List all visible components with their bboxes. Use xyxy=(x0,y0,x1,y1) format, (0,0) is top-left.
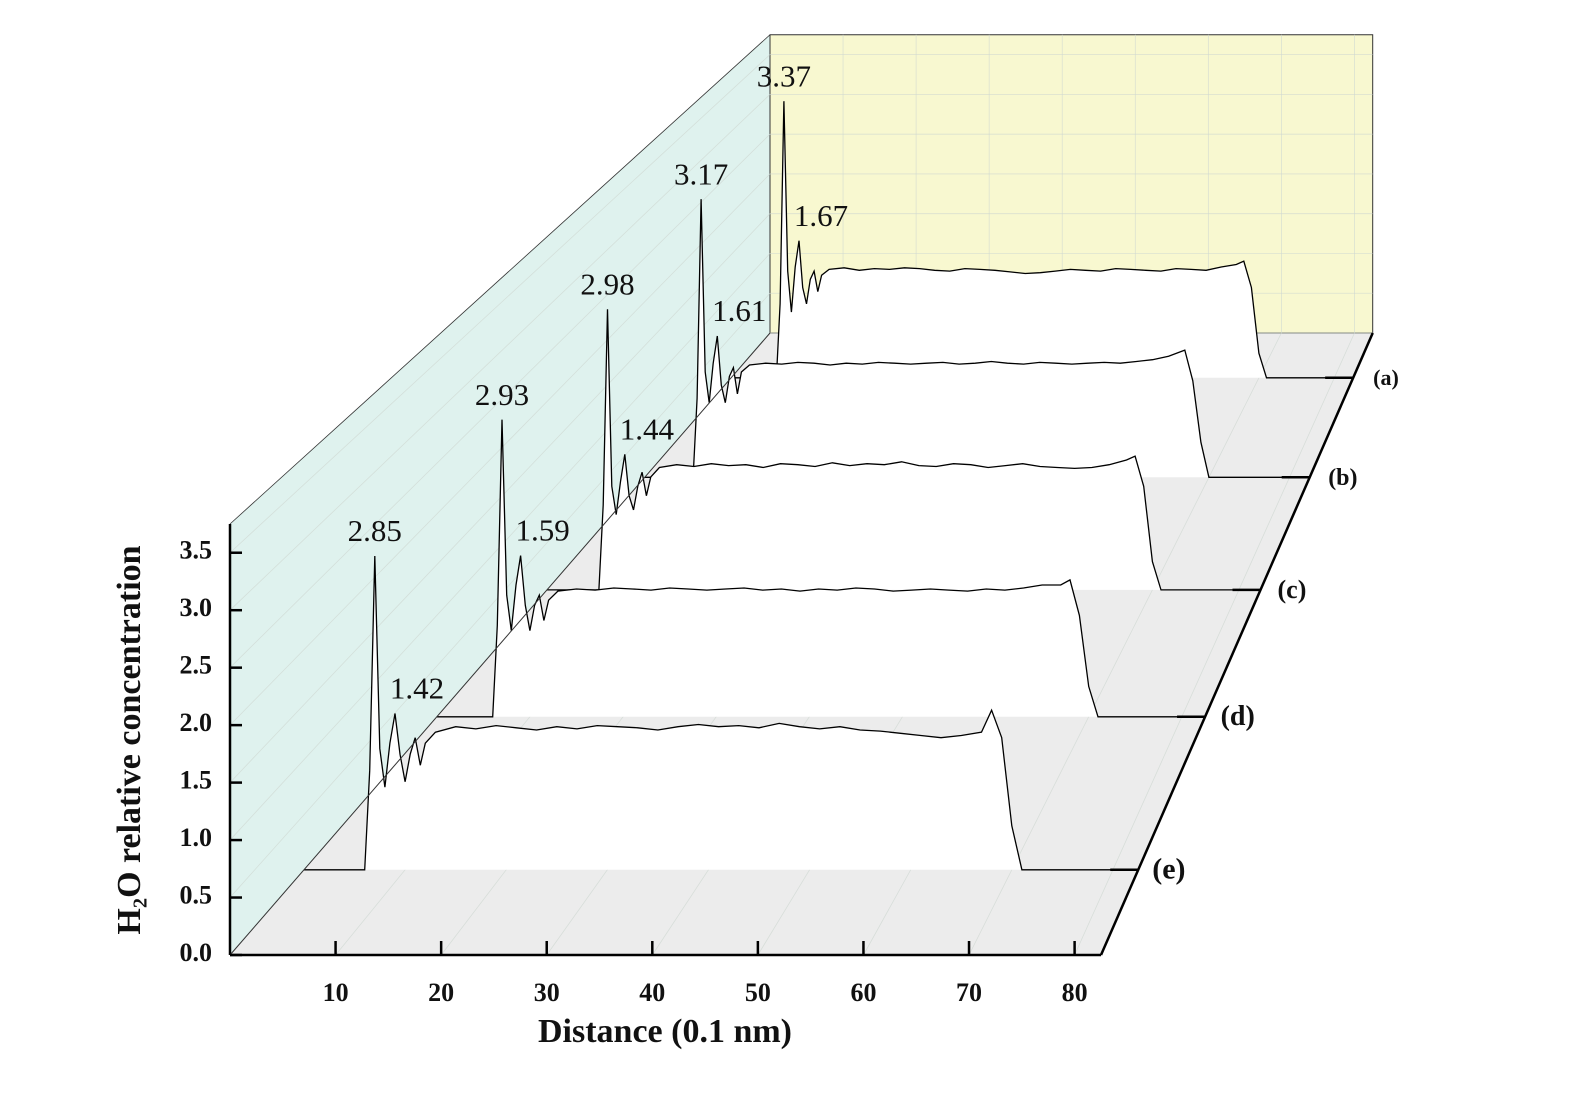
y-tick-label: 1.5 xyxy=(180,766,213,795)
data-label: 1.42 xyxy=(390,671,444,706)
series-fill xyxy=(731,101,1350,378)
x-tick-label: 10 xyxy=(323,978,349,1007)
series-fill xyxy=(304,556,1134,870)
x-tick-label: 50 xyxy=(745,978,771,1007)
series-line xyxy=(304,555,1134,871)
series-label: (e) xyxy=(1152,853,1185,886)
x-tick-label: 40 xyxy=(639,978,665,1007)
grid-line xyxy=(229,173,771,726)
series-line xyxy=(731,101,1350,379)
x-tick-label: 30 xyxy=(534,978,560,1007)
x-tick-label: 60 xyxy=(850,978,876,1007)
y-tick-label: 1.0 xyxy=(180,823,213,852)
grid-line xyxy=(1074,332,1355,956)
series-fill xyxy=(644,199,1306,478)
left-wall-edge xyxy=(229,34,771,525)
y-tick-label: 0.0 xyxy=(180,938,213,967)
y-tick-label: 2.5 xyxy=(180,651,213,680)
x-axis-title: Distance (0.1 nm) xyxy=(538,1013,792,1050)
series-line xyxy=(547,309,1257,591)
floor-left-edge xyxy=(229,332,771,956)
data-label: 3.37 xyxy=(757,58,811,93)
y-tick-label: 3.0 xyxy=(180,593,213,622)
series-line xyxy=(644,199,1306,478)
data-label: 1.67 xyxy=(794,198,848,233)
series-group: 3.37 1.67 3.17 1.61 2.98 1.44 2.93 1.59 2.85 1.42 xyxy=(304,58,1350,871)
series-line xyxy=(436,419,1201,718)
x-tick-label: 70 xyxy=(956,978,982,1007)
y-tick-label: 3.5 xyxy=(180,536,213,565)
series-fill xyxy=(436,419,1201,717)
series-label: (b) xyxy=(1328,465,1357,491)
grid-line xyxy=(968,332,1282,956)
x-tick-label: 80 xyxy=(1062,978,1088,1007)
x-tick-label: 20 xyxy=(428,978,454,1007)
data-label: 2.93 xyxy=(475,377,529,412)
grid-line xyxy=(229,133,771,668)
grid-line xyxy=(229,54,771,554)
y-tick-label: 0.5 xyxy=(180,881,213,910)
series-label: (c) xyxy=(1278,575,1307,604)
series-label: (d) xyxy=(1221,701,1255,732)
y-axis-title: H₂O relative concentration xyxy=(111,545,148,934)
data-label: 1.61 xyxy=(712,293,766,328)
z-axis xyxy=(1099,332,1374,956)
data-label: 2.85 xyxy=(348,513,402,548)
grid-line xyxy=(229,94,771,611)
series-fill xyxy=(547,309,1257,590)
axes: (a) (b) (c) (d) (e) 10 20 30 40 50 60 70 80 0.0 0.5 1.0… xyxy=(180,332,1399,1007)
series-label: (a) xyxy=(1373,365,1399,390)
y-tick-label: 2.0 xyxy=(180,708,213,737)
data-label: 3.17 xyxy=(674,156,728,191)
data-label: 1.44 xyxy=(620,411,675,446)
data-label: 1.59 xyxy=(516,513,570,548)
data-label: 2.98 xyxy=(580,266,634,301)
